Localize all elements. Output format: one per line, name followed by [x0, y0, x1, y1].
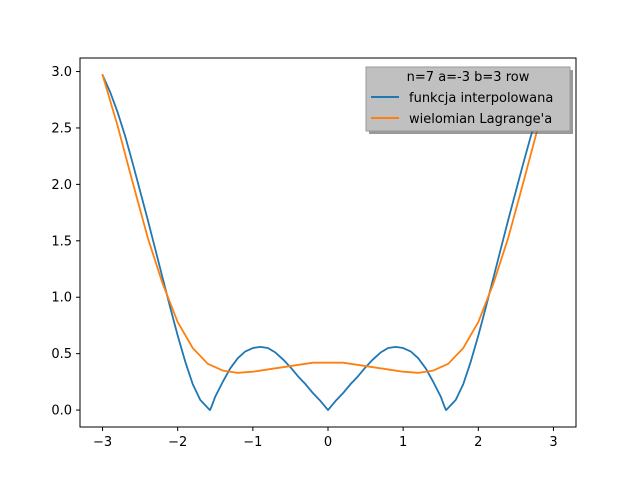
x-tick-label: 1: [399, 435, 407, 450]
y-tick-label: 0.0: [51, 404, 72, 419]
ticks-layer: −3 −2 −1 0 1 2 3 0.0 0.5 1.0 1.5 2.0 2.5 3.0: [51, 65, 557, 450]
y-tick-label: 2.0: [51, 178, 72, 193]
legend-label-lagrange: wielomian Lagrange'a: [409, 112, 552, 127]
legend-label-funkcja: funkcja interpolowana: [409, 91, 553, 106]
series-line-0: [101, 74, 555, 411]
y-tick-label: 1.0: [51, 291, 72, 306]
series-line-1: [101, 74, 555, 374]
series-layer: [101, 74, 555, 411]
legend-title: n=7 a=-3 b=3 row: [407, 70, 530, 85]
y-tick-label: 3.0: [51, 65, 72, 80]
x-tick-label: −3: [93, 435, 112, 450]
x-tick-label: 2: [474, 435, 482, 450]
x-tick-label: 0: [324, 435, 332, 450]
x-tick-label: −1: [243, 435, 262, 450]
legend-box: [365, 66, 571, 132]
y-tick-label: 1.5: [51, 234, 72, 249]
x-tick-label: 3: [549, 435, 557, 450]
y-tick-label: 0.5: [51, 347, 72, 362]
y-tick-label: 2.5: [51, 121, 72, 136]
legend: n=7 a=-3 b=3 row funkcja interpolowana w…: [365, 66, 573, 134]
x-tick-label: −2: [168, 435, 187, 450]
